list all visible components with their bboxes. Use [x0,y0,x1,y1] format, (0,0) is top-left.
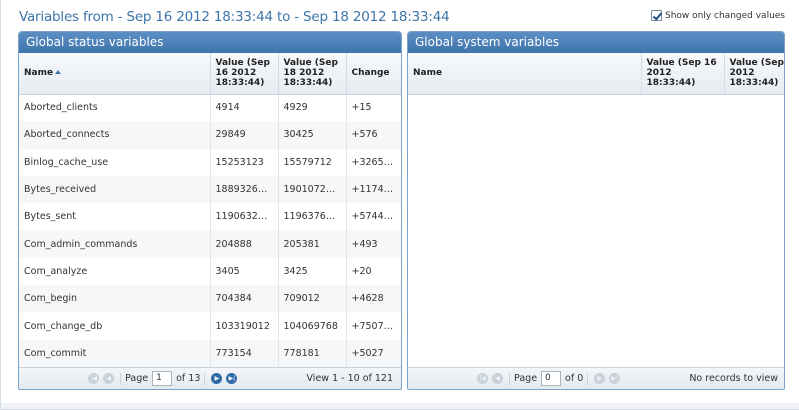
pager-divider [587,372,589,385]
cell-name: Bytes_received [19,175,211,204]
column-header-value-start[interactable]: Value (Sep 16 2012 18:33:44) [210,53,279,95]
cell-name: Aborted_clients [19,94,211,122]
show-changed-checkbox[interactable] [650,10,662,21]
global-system-panel: Global system variables Name Value (Sep … [407,31,785,390]
cell-value-end: 3425 [278,257,347,286]
cell-value-end: 709012 [278,285,347,313]
cell-name: Com_commit [19,339,211,367]
cell-value-end: 778181 [278,339,347,367]
cell-change: +57441... [346,203,401,231]
cell-change: +5027 [346,339,401,367]
sort-ascending-icon [55,70,62,75]
global-status-panel: Global status variables Name Value (Sep … [18,31,402,390]
cell-change: +750756 [346,312,401,340]
cell-value-start: 704384 [210,285,279,313]
cell-value-end: 11963763... [278,203,347,231]
column-header-value-end[interactable]: Value (Sep 18 2012 18:33:44) [278,53,347,95]
table-row[interactable]: Com_begin 704384 709012 +4628 [19,285,401,313]
global-system-table: Name Value (Sep 16 2012 18:33:44) Value … [408,53,784,95]
table-row[interactable]: Com_commit 773154 778181 +5027 [19,339,401,367]
cell-change: +4628 [346,285,401,313]
cell-name: Aborted_connects [19,121,211,149]
cell-value-end: 30425 [278,121,347,149]
page-label: Page [125,373,149,384]
last-page-icon[interactable]: ▶| [609,373,621,384]
prev-page-icon[interactable]: ◀ [492,373,504,384]
cell-name: Com_admin_commands [19,230,211,258]
column-header-name[interactable]: Name [408,53,642,95]
column-header-change[interactable]: Change [346,53,401,95]
prev-page-icon[interactable]: ◀ [103,373,115,384]
column-header-name[interactable]: Name [19,53,211,95]
pager-divider [204,372,206,385]
cell-change: +326589 [346,148,401,176]
table-row[interactable]: Binlog_cache_use 15253123 15579712 +326589 [19,148,401,176]
cell-name: Binlog_cache_use [19,148,211,176]
last-page-icon[interactable]: ▶| [226,373,238,384]
global-status-header-row: Name Value (Sep 16 2012 18:33:44) Value … [19,53,401,95]
page-number-input[interactable]: 1 [152,371,173,386]
global-system-header-row: Name Value (Sep 16 2012 18:33:44) Value … [408,53,784,95]
global-status-pager: |◀ ◀ Page 1 of 13 ▶ ▶| View 1 - 10 of 12… [19,367,401,389]
global-status-table: Name Value (Sep 16 2012 18:33:44) Value … [19,53,401,367]
page-number-input[interactable]: 0 [541,371,562,386]
cell-value-start: 4914 [210,94,279,122]
cell-change: +15 [346,94,401,122]
next-page-icon[interactable]: ▶ [594,373,606,384]
pager-divider [120,372,122,385]
cell-value-start: 18893263... [210,175,279,204]
cell-name: Com_change_db [19,312,211,340]
cell-value-start: 15253123 [210,148,279,176]
first-page-icon[interactable]: |◀ [477,373,489,384]
table-row[interactable]: Aborted_connects 29849 30425 +576 [19,121,401,149]
column-header-value-end[interactable]: Value (Sep 18 2012 18:33:44) [724,53,784,95]
table-row[interactable]: Bytes_sent 11906322... 11963763... +57441..… [19,203,401,231]
cell-value-end: 104069768 [278,312,347,340]
cell-change: +493 [346,230,401,258]
cell-value-end: 15579712 [278,148,347,176]
cell-value-start: 103319012 [210,312,279,340]
cell-value-start: 11906322... [210,203,279,231]
cell-value-end: 19010723... [278,175,347,204]
pager-divider [509,372,511,385]
first-page-icon[interactable]: |◀ [88,373,100,384]
column-header-value-start[interactable]: Value (Sep 16 2012 18:33:44) [641,53,725,95]
table-row[interactable]: Com_analyze 3405 3425 +20 [19,257,401,286]
table-row[interactable]: Com_admin_commands 204888 205381 +493 [19,230,401,258]
show-changed-label: Show only changed values [664,10,785,21]
show-changed-toggle[interactable]: Show only changed values [650,10,785,21]
global-system-panel-title: Global system variables [408,32,784,53]
records-summary: View 1 - 10 of 121 [306,373,394,384]
table-row[interactable]: Aborted_clients 4914 4929 +15 [19,94,401,122]
page-label: Page [514,373,538,384]
table-row[interactable]: Bytes_received 18893263... 19010723... +117… [19,175,401,204]
cell-change: +576 [346,121,401,149]
page-count-label: of 13 [176,373,201,384]
cell-value-start: 29849 [210,121,279,149]
page-count-label: of 0 [565,373,584,384]
cell-name: Com_begin [19,285,211,313]
cell-value-start: 204888 [210,230,279,258]
global-system-pager: |◀ ◀ Page 0 of 0 ▶ ▶| No records to view [408,367,784,389]
records-summary: No records to view [689,373,779,384]
cell-name: Com_analyze [19,257,211,286]
cell-name: Bytes_sent [19,203,211,231]
table-row[interactable]: Com_change_db 103319012 104069768 +750756 [19,312,401,340]
cell-value-end: 4929 [278,94,347,122]
cell-value-start: 3405 [210,257,279,286]
next-page-icon[interactable]: ▶ [211,373,223,384]
page-title: Variables from - Sep 16 2012 18:33:44 to… [19,9,450,25]
cell-value-end: 205381 [278,230,347,258]
cell-value-start: 773154 [210,339,279,367]
global-status-panel-title: Global status variables [19,32,401,53]
cell-change: +11746... [346,175,401,204]
cell-change: +20 [346,257,401,286]
